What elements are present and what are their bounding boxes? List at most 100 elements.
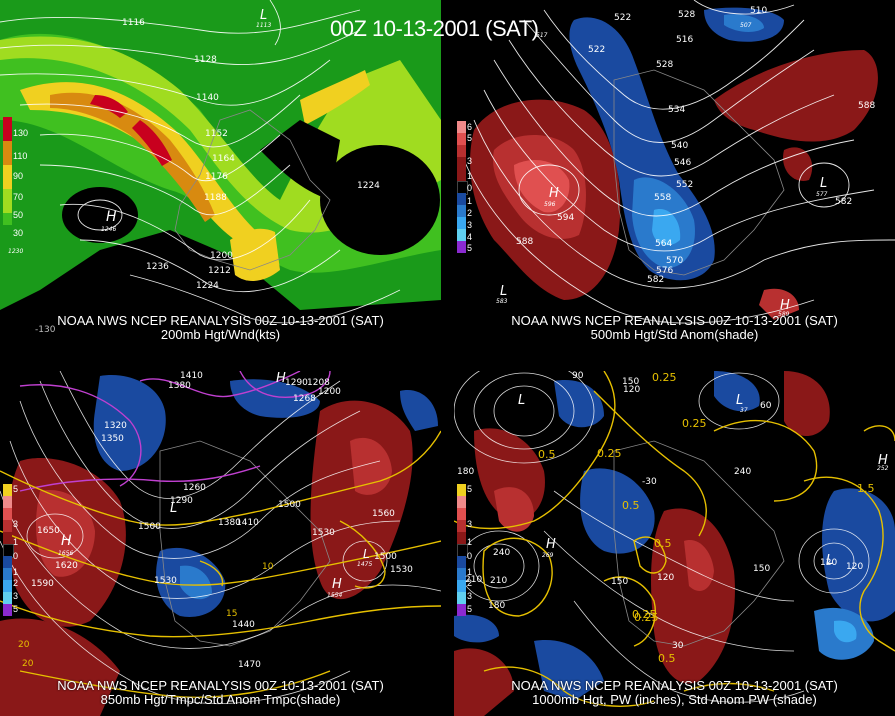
contour-label: 10 (262, 562, 274, 572)
contour-label: 1128 (194, 55, 217, 65)
contour-label: 510 (750, 6, 768, 16)
legend-label: 2 (13, 578, 19, 588)
legend-swatch (457, 193, 466, 205)
legend-label: 5 (467, 133, 473, 143)
legend-swatch (3, 568, 12, 580)
contour-label: 1620 (55, 561, 78, 571)
panel-subtitle: 1000mb Hgt, PW (inches), Std Anom PW (sh… (532, 692, 817, 707)
legend-swatch (457, 580, 466, 592)
center-value: 589 (778, 311, 790, 318)
legend-swatch (3, 556, 12, 568)
legend-swatch (457, 592, 466, 604)
legend-swatch (3, 496, 12, 508)
legend-label: 3 (467, 519, 473, 529)
center-value: 596 (544, 201, 556, 208)
legend-swatch (3, 592, 12, 604)
contour-label: 594 (557, 213, 575, 223)
contour-label: 1440 (232, 620, 255, 630)
contour-label: 1530 (390, 565, 413, 575)
legend-swatch (457, 229, 466, 241)
panel-subtitle: 200mb Hgt/Wnd(kts) (160, 327, 281, 342)
legend-label: 130 (13, 128, 29, 138)
contour-label: 1380 (218, 518, 241, 528)
contour-label: 0.5 (538, 448, 556, 461)
panel-200mb-wind: 130 110 90 70 50 30 1116 1128 1140 1152 … (0, 0, 441, 345)
contour-label: 1.5 (857, 482, 875, 495)
contour-label: 1500 (278, 500, 301, 510)
contour-label: 30 (672, 641, 684, 651)
legend-swatch (457, 145, 466, 157)
map-850mb (0, 371, 441, 716)
contour-label: -30 (642, 477, 657, 487)
legend-label: 90 (13, 171, 24, 181)
panel-header: NOAA NWS NCEP REANALYSIS 00Z 10-13-2001 … (511, 678, 838, 693)
legend-label: 4 (467, 232, 473, 242)
legend-swatch (457, 508, 466, 520)
legend-label: 3 (467, 220, 473, 230)
legend-swatch (457, 520, 466, 532)
low-center: L (518, 393, 526, 408)
contour-label: 20 (22, 659, 34, 669)
legend-label: 1 (467, 196, 473, 206)
legend-label: 1 (467, 537, 473, 547)
contour-label: 1650 (37, 526, 60, 536)
high-center: H (549, 186, 559, 201)
legend-swatch (457, 241, 466, 253)
legend-swatch (457, 157, 466, 169)
center-value: 577 (816, 191, 828, 198)
legend-label: 0 (467, 551, 473, 561)
contour-label: 1410 (236, 518, 259, 528)
low-center: L (500, 284, 508, 299)
legend-swatch (3, 189, 12, 201)
legend-label: 6 (467, 122, 473, 132)
panel-header: NOAA NWS NCEP REANALYSIS 00Z 10-13-2001 … (57, 678, 384, 693)
contour-label: 1500 (374, 552, 397, 562)
contour-label: 522 (614, 13, 632, 23)
panel-header: NOAA NWS NCEP REANALYSIS 00Z 10-13-2001 … (511, 313, 838, 328)
legend-label: 50 (13, 210, 24, 220)
legend-label: 30 (13, 228, 24, 238)
legend-swatch (457, 169, 466, 181)
panel-subtitle: 850mb Hgt/Tmpc/Std Anom Tmpc(shade) (100, 692, 341, 707)
contour-label: 582 (835, 197, 853, 207)
contour-label: 1152 (205, 129, 228, 139)
contour-label: 558 (654, 193, 672, 203)
contour-label: 1236 (146, 262, 169, 272)
legend-swatch (3, 532, 12, 544)
contour-label: 576 (656, 266, 674, 276)
page-title: 00Z 10-13-2001 (SAT) (330, 16, 539, 41)
contour-label: 180 (488, 601, 506, 611)
contour-label: 1176 (205, 172, 228, 182)
center-value: 507 (740, 22, 752, 29)
center-value: 1475 (357, 561, 373, 568)
low-center: L (363, 547, 370, 561)
legend-swatch (3, 484, 12, 496)
legend-label: 1 (13, 567, 19, 577)
contour-label: 1590 (31, 579, 54, 589)
contour-label: 1188 (204, 193, 227, 203)
legend-swatch (3, 508, 12, 520)
contour-label: 1530 (312, 528, 335, 538)
contour-label: 1164 (212, 154, 235, 164)
legend-swatch (457, 496, 466, 508)
legend-label: 5 (467, 604, 473, 614)
legend-swatch (3, 225, 12, 237)
contour-label: 60 (760, 401, 772, 411)
contour-label: 120 (623, 385, 641, 395)
contour-label: 15 (226, 609, 238, 619)
contour-label: 546 (674, 158, 692, 168)
center-value: 1554 (327, 592, 343, 599)
high-center: H (276, 371, 286, 386)
contour-label: 588 (858, 101, 876, 111)
center-value: 1246 (101, 226, 117, 233)
legend-swatch (3, 520, 12, 532)
legend-swatch (3, 580, 12, 592)
high-center: H (106, 209, 117, 225)
panel-1000mb-pw: 5 3 1 0 1 2 3 5 90 150 120 0.25 0.25 0.5… (454, 371, 895, 716)
legend-swatch (457, 532, 466, 544)
contour-label: 120 (820, 558, 838, 568)
center-value: 269 (542, 552, 554, 559)
low-center: L (170, 501, 178, 516)
lon-label: -130 (35, 325, 56, 335)
